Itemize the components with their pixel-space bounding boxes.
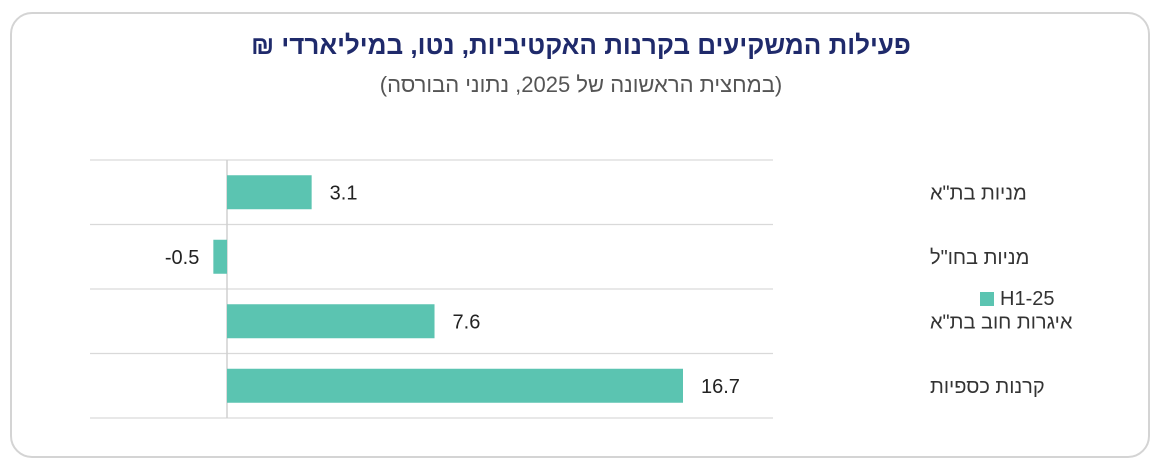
value-label: 3.1 <box>330 182 358 204</box>
bar <box>227 304 435 339</box>
category-label: איגרות חוב בת"א <box>930 311 1073 333</box>
category-label: קרנות כספיות <box>930 376 1045 398</box>
value-label: -0.5 <box>165 247 199 269</box>
chart-subtitle: (במחצית הראשונה של 2025, נתוני הבורסה) <box>379 72 783 97</box>
legend-swatch <box>980 292 994 306</box>
legend-label: H1-25 <box>1000 288 1054 310</box>
value-label: 7.6 <box>453 311 481 333</box>
category-label: מניות בת"א <box>930 182 1027 204</box>
chart-title: פעילות המשקיעים בקרנות האקטיביות, נטו, ב… <box>251 30 911 60</box>
bar <box>227 368 683 403</box>
category-label: מניות בחו"ל <box>930 247 1029 269</box>
bar <box>227 175 312 210</box>
bar <box>213 239 227 274</box>
value-label: 16.7 <box>701 376 740 398</box>
